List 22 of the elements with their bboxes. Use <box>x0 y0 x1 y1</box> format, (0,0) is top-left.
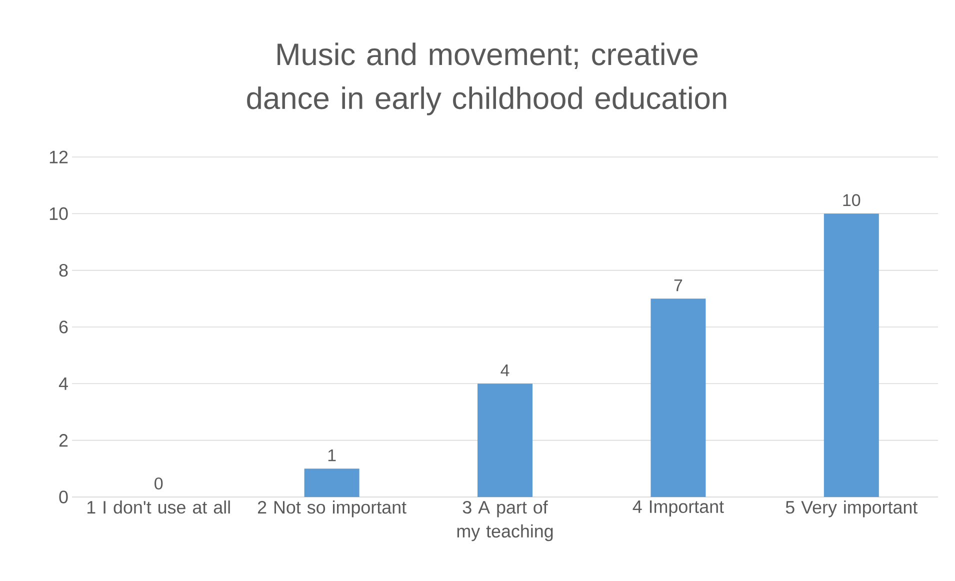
y-tick-label: 12 <box>50 150 68 164</box>
y-tick-label: 2 <box>59 434 68 447</box>
y-tick-label: 6 <box>59 320 68 334</box>
y-tick-label: 0 <box>59 490 68 504</box>
x-tick-label: 3 A part of my teaching <box>457 500 553 542</box>
bar <box>824 214 879 497</box>
y-tick-label: 4 <box>58 377 68 390</box>
data-label: 0 <box>154 477 163 490</box>
data-label: 4 <box>500 364 510 376</box>
data-label: 7 <box>674 279 682 292</box>
chart-title: Music and movement; creative dance in early childhood education <box>247 42 726 116</box>
x-tick-label: 4 Important <box>632 500 724 517</box>
x-tick-label: 1 I don't use at all <box>87 500 230 514</box>
x-tick-label: 5 Very important <box>786 500 918 518</box>
bar <box>650 298 706 497</box>
bar <box>478 384 533 497</box>
data-label: 10 <box>843 194 860 206</box>
y-tick-label: 10 <box>50 207 68 220</box>
x-tick-label: 2 Not so important <box>258 500 406 518</box>
data-label: 1 <box>328 449 336 462</box>
y-tick-label: 8 <box>59 264 68 277</box>
bar <box>304 468 360 497</box>
